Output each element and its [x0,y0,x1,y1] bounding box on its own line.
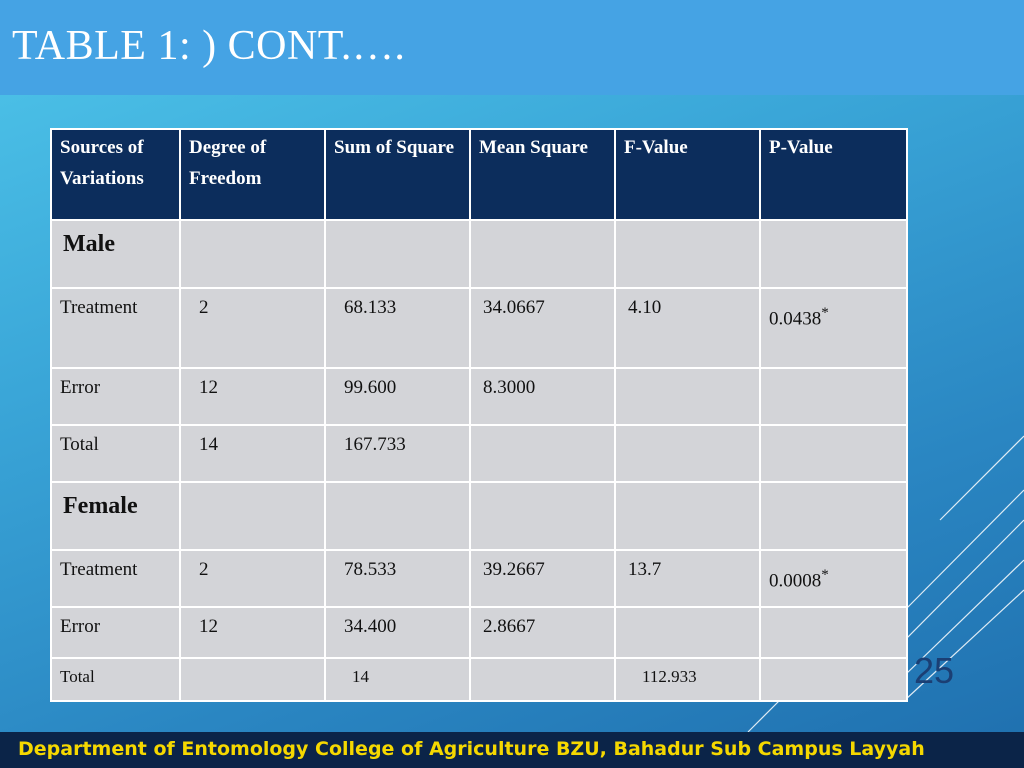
table-cell [469,657,616,702]
slide-title: TABLE 1: ) CONT.…. [12,23,406,69]
table-cell: 78.533 [324,549,471,608]
page-number: 25 [914,650,955,691]
footer-text: Department of Entomology College of Agri… [18,738,925,760]
table-row: Total 14 167.733 [50,424,908,483]
table-row: Male [50,219,908,289]
column-header: F-Value [614,128,761,221]
table-cell [614,481,761,551]
table-cell [469,424,616,483]
table-cell [324,481,471,551]
table-cell: 99.600 [324,367,471,426]
table-cell [469,219,616,289]
significance-mark: * [821,305,829,321]
significance-mark: * [821,567,829,583]
table-cell: 8.3000 [469,367,616,426]
cell-value: 0.0438 [769,308,822,330]
table-cell [759,424,908,483]
table-cell: 4.10 [614,287,761,369]
table-cell [614,424,761,483]
table-body: Male Treatment 2 68.133 34.0667 4.10 0.0438* Er… [50,219,908,702]
column-header: Sources of Variations [50,128,181,221]
table-cell [324,219,471,289]
table-cell: 0.0438* [759,287,908,369]
column-header: Sum of Square [324,128,471,221]
column-header: P-Value [759,128,908,221]
table-cell: 34.0667 [469,287,616,369]
table-row: Female [50,481,908,551]
table-cell: 14 [179,424,326,483]
table-cell: 2.8667 [469,606,616,659]
cell-value: 0.0008 [769,570,822,592]
table-row: Error 12 99.600 8.3000 [50,367,908,426]
header-row: Sources of Variations Degree of Freedom Su… [50,128,908,221]
table-cell: 12 [179,606,326,659]
table-cell: 14 [324,657,471,702]
table-cell [759,367,908,426]
table-cell: Total [50,424,181,483]
table-cell [614,606,761,659]
table-cell [759,606,908,659]
table-cell: 12 [179,367,326,426]
column-header: Mean Square [469,128,616,221]
table-cell: 68.133 [324,287,471,369]
footer-bar: Department of Entomology College of Agri… [0,732,1024,768]
table-cell: 0.0008* [759,549,908,608]
column-header: Degree of Freedom [179,128,326,221]
table-cell: Treatment [50,549,181,608]
table-row: Treatment 2 78.533 39.2667 13.7 0.0008* [50,549,908,608]
table-cell: 34.400 [324,606,471,659]
table-cell [179,219,326,289]
table-cell [179,657,326,702]
table-cell: Error [50,367,181,426]
table-cell [614,367,761,426]
anova-table: Sources of Variations Degree of Freedom Su… [50,128,908,702]
table-cell: Total [50,657,181,702]
table-cell: 112.933 [614,657,761,702]
table-cell [179,481,326,551]
table-cell [759,657,908,702]
table-cell: 39.2667 [469,549,616,608]
table-cell: 2 [179,549,326,608]
table-cell [469,481,616,551]
table-row: Total 14 112.933 [50,657,908,702]
table-cell: Error [50,606,181,659]
table-cell: 13.7 [614,549,761,608]
table-cell [759,219,908,289]
table-row: Error 12 34.400 2.8667 [50,606,908,659]
table-row: Treatment 2 68.133 34.0667 4.10 0.0438* [50,287,908,369]
section-label: Female [50,481,181,551]
table-cell [614,219,761,289]
table-cell: Treatment [50,287,181,369]
table-cell [759,481,908,551]
table-cell: 2 [179,287,326,369]
section-label: Male [50,219,181,289]
table-cell: 167.733 [324,424,471,483]
title-bar: TABLE 1: ) CONT.…. [0,0,1024,95]
